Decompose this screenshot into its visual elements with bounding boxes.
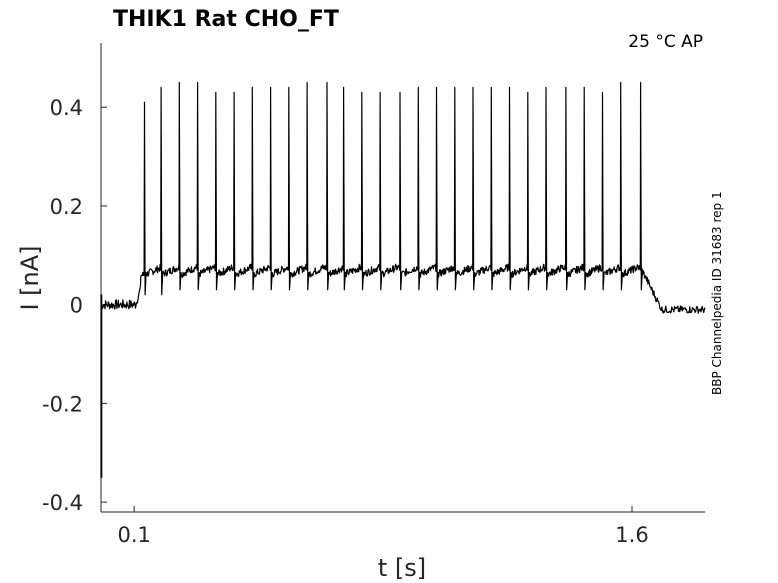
y-axis-label: I [nA] (16, 245, 44, 310)
y-tick-label: 0.4 (50, 96, 83, 120)
x-axis-label: t [s] (378, 554, 426, 582)
plot-area (100, 81, 706, 478)
x-tick-label: 0.1 (117, 523, 150, 547)
y-tick-label: 0 (70, 294, 83, 318)
y-tick-label: -0.4 (42, 491, 83, 515)
y-tick-label: 0.2 (50, 195, 83, 219)
axes (100, 43, 705, 513)
current-trace (100, 81, 706, 478)
condition-label: 25 °C AP (628, 32, 703, 52)
side-note: BBP Channelpedia ID 31683 rep 1 (710, 191, 724, 395)
x-tick-label: 1.6 (615, 523, 648, 547)
chart-title: THIK1 Rat CHO_FT (113, 7, 339, 32)
y-tick-label: -0.2 (42, 392, 83, 416)
y-ticks: -0.4 -0.2 0 0.2 0.4 (42, 96, 107, 515)
x-ticks: 0.1 1.6 (117, 506, 649, 547)
